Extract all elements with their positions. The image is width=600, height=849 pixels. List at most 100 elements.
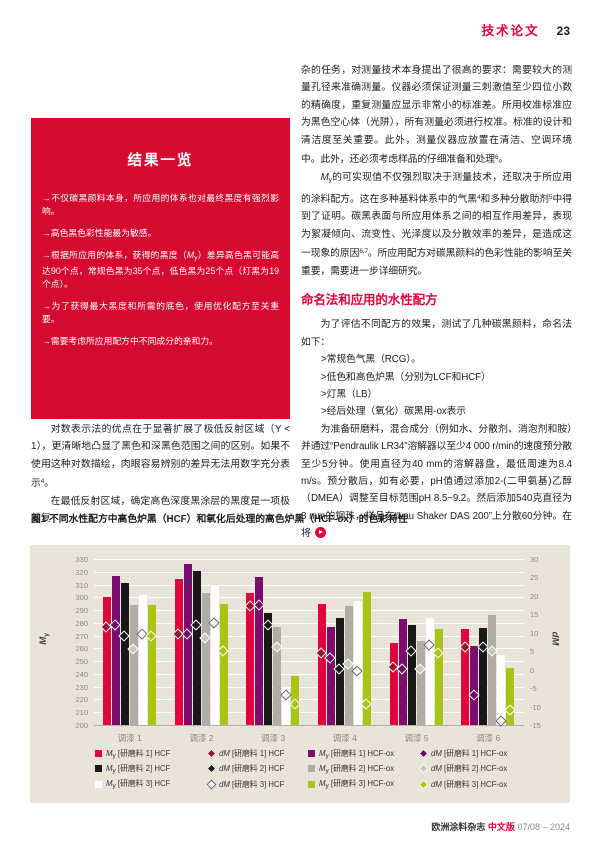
- chart-bar: [210, 584, 219, 725]
- chart-bar: [120, 583, 129, 725]
- journal-name: 欧洲涂料杂志: [431, 822, 486, 832]
- body-paragraph: My的可实现值不仅强烈取决于测量技术，还取决于所应用的涂料配方。这在多种基料体系…: [301, 171, 572, 277]
- left-axis-tick: 260: [75, 644, 88, 654]
- procedure-text: 为准备研磨料，混合成分（例如水、分散剂、消泡剂和胺）并通过“Pendraulik…: [301, 423, 572, 540]
- right-axis-tick: 15: [530, 610, 539, 620]
- results-summary-box: 结果一览 →不仅碳黑颜料本身，所应用的体系也对最终黑度有强烈影响。 →高色黑色彩…: [31, 118, 290, 419]
- legend-item: My [研磨料 2] HCF-ox: [308, 763, 420, 775]
- page-header: 技术论文 23: [482, 20, 570, 39]
- list-item: >灯黑（LB）: [321, 388, 378, 400]
- chart-bar: [102, 597, 111, 725]
- left-axis-tick: 270: [75, 631, 88, 641]
- chart-bar: [183, 564, 192, 725]
- section-title: 技术论文: [481, 24, 540, 38]
- left-axis-tick: 280: [75, 618, 88, 628]
- chart-plot-area: [94, 559, 524, 727]
- legend-item: My [研磨料 1] HCF-ox: [308, 748, 420, 760]
- chart-bar: [129, 604, 138, 725]
- left-axis-tick: 330: [75, 555, 88, 564]
- left-axis-tick: 310: [75, 580, 88, 590]
- left-column-text: 对数表示法的优点在于显著扩展了极低反射区域（Y < 1），更清晰地凸显了黑色和深…: [31, 421, 290, 528]
- category-label: 调漆 2: [189, 733, 214, 743]
- legend-item: My [研磨料 3] HCF-ox: [308, 778, 420, 790]
- section-heading: 命名法和应用的水性配方: [301, 292, 438, 307]
- list-item: >经后处理（氧化）碳黑用-ox表示: [321, 406, 466, 418]
- chart-bar: [407, 625, 416, 725]
- results-box-title: 结果一览: [127, 153, 194, 169]
- chart-bar: [488, 615, 497, 725]
- legend-diamond-marker: [206, 748, 217, 759]
- gridline: [94, 571, 524, 573]
- chart-bar: [389, 643, 398, 725]
- legend-label: My [研磨料 1] HCF-ox: [319, 749, 395, 760]
- legend-label: My [研磨料 2] HCF-ox: [319, 764, 395, 775]
- legend-label: dM [研磨料 2] HCF-ox: [431, 764, 508, 774]
- gridline: [94, 699, 524, 701]
- legend-item: My [研磨料 3] HCF: [95, 778, 208, 790]
- figure-caption: 图1 不同水性配方中高色炉黑（HCF）和氧化后处理的高色炉黑（HCF-ox）的色…: [31, 514, 408, 525]
- category-label: 调漆 1: [117, 733, 142, 743]
- legend-square-marker: [308, 780, 315, 788]
- chart-bar: [425, 617, 434, 725]
- legend-label: My [研磨料 3] HCF: [106, 779, 171, 790]
- chart-bar: [174, 579, 183, 725]
- body-paragraph: 对数表示法的优点在于显著扩展了极低反射区域（Y < 1），更清晰地凸显了黑色和深…: [31, 424, 290, 490]
- left-axis-title: My: [38, 633, 50, 645]
- results-bullets: →不仅碳黑颜料本身，所应用的体系也对最终黑度有强烈影响。 →高色黑色彩性能最为敏…: [42, 192, 279, 348]
- result-bullet: →高色黑色彩性能最为敏感。: [42, 228, 157, 238]
- body-paragraph: 为了评估不同配方的效果，测试了几种碳黑颜料，命名法如下：: [301, 319, 572, 348]
- chart-bar: [264, 612, 273, 725]
- left-axis-tick: 300: [75, 593, 88, 603]
- right-axis-tick: -10: [530, 702, 541, 712]
- chart-bar: [201, 593, 210, 725]
- category-label: 调漆 4: [332, 733, 357, 743]
- legend-diamond-marker: [418, 763, 429, 774]
- left-axis-tick: 220: [75, 695, 88, 705]
- chart-bar: [506, 667, 515, 725]
- chart-bar: [362, 592, 371, 725]
- legend-diamond-marker: [418, 779, 429, 790]
- legend-square-marker: [95, 765, 102, 773]
- continue-arrow-icon: [314, 527, 326, 539]
- gridline: [94, 597, 524, 599]
- left-axis-tick: 210: [75, 708, 88, 718]
- right-axis-tick: 20: [530, 591, 539, 601]
- right-axis-tick: -15: [530, 721, 541, 730]
- legend-label: dM [研磨料 3] HCF: [219, 779, 285, 789]
- legend-label: dM [研磨料 3] HCF-ox: [431, 779, 508, 789]
- legend-diamond-marker: [418, 748, 429, 759]
- chart-bar: [138, 594, 147, 725]
- chart-bar: [111, 575, 120, 725]
- legend-diamond-marker: [206, 779, 217, 790]
- right-column-text: 杂的任务，对测量技术本身提出了很高的要求：需要较大的测量孔径来准确测量。仪器必须…: [301, 62, 572, 543]
- legend-item: dM [研磨料 3] HCF-ox: [418, 778, 508, 790]
- chart-bar: [255, 576, 264, 725]
- chart-bar: [317, 603, 326, 725]
- chart-bar: [434, 629, 443, 725]
- body-paragraph: 在最低反射区域，确定高色深度黑涂层的黑度是一项极其复: [31, 495, 290, 525]
- body-paragraph: 杂的任务，对测量技术本身提出了很高的要求：需要较大的测量孔径来准确测量。仪器必须…: [301, 65, 572, 166]
- category-label: 调漆 5: [404, 733, 429, 743]
- legend-diamond-marker: [206, 763, 217, 774]
- legend-label: My [研磨料 3] HCF-ox: [319, 779, 395, 790]
- chart-bar: [282, 687, 291, 725]
- result-bullet: →需要考虑所应用配方中不同成分的亲和力。: [42, 335, 218, 346]
- legend-item: My [研磨料 2] HCF: [95, 763, 208, 775]
- legend-square-marker: [95, 780, 102, 788]
- figure-chart-panel: My dM My [研磨料 1] HCF dM [研磨料 1] HCF My [研磨…: [30, 545, 570, 803]
- chart-bar: [273, 626, 282, 725]
- result-bullet: →根据所应用的体系，获得的黑度（My）差异高色黑可能高达90个点，常规色黑为35…: [42, 250, 279, 289]
- body-paragraph: 为准备研磨料，混合成分（例如水、分散剂、消泡剂和胺）并通过“Pendraulik…: [301, 421, 572, 543]
- chart-legend: My [研磨料 1] HCF dM [研磨料 1] HCF My [研磨料 1] H…: [95, 748, 507, 790]
- legend-square-marker: [95, 750, 102, 758]
- left-axis-tick: 250: [75, 657, 88, 667]
- left-axis-tick: 240: [75, 669, 88, 679]
- legend-item: dM [研磨料 2] HCF-ox: [418, 763, 508, 775]
- journal-edition: 中文版: [487, 822, 515, 832]
- page-number: 23: [556, 24, 570, 38]
- gridline: [94, 686, 524, 688]
- legend-label: dM [研磨料 1] HCF: [219, 749, 285, 759]
- gridline: [94, 725, 524, 726]
- legend-square-marker: [308, 765, 315, 773]
